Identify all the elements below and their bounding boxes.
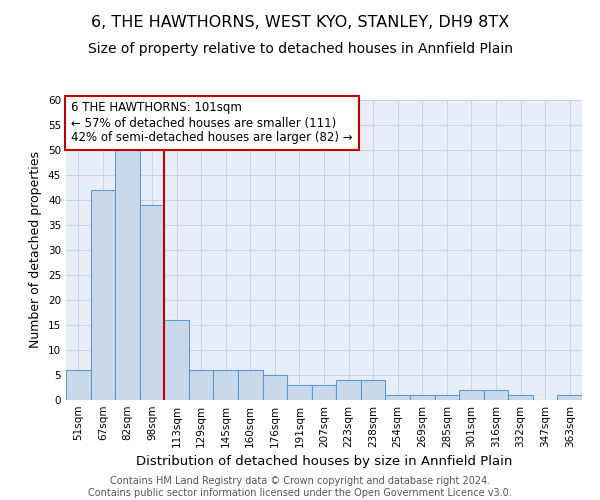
Text: 6 THE HAWTHORNS: 101sqm
← 57% of detached houses are smaller (111)
42% of semi-d: 6 THE HAWTHORNS: 101sqm ← 57% of detache… — [71, 102, 353, 144]
Bar — [434, 395, 459, 400]
Bar — [140, 205, 164, 400]
Text: Size of property relative to detached houses in Annfield Plain: Size of property relative to detached ho… — [88, 42, 512, 56]
Bar — [66, 370, 91, 400]
Bar — [312, 385, 336, 400]
Text: 6, THE HAWTHORNS, WEST KYO, STANLEY, DH9 8TX: 6, THE HAWTHORNS, WEST KYO, STANLEY, DH9… — [91, 15, 509, 30]
Bar — [484, 390, 508, 400]
Bar — [164, 320, 189, 400]
Bar — [361, 380, 385, 400]
Bar — [189, 370, 214, 400]
X-axis label: Distribution of detached houses by size in Annfield Plain: Distribution of detached houses by size … — [136, 456, 512, 468]
Y-axis label: Number of detached properties: Number of detached properties — [29, 152, 43, 348]
Bar — [263, 375, 287, 400]
Bar — [385, 395, 410, 400]
Bar — [336, 380, 361, 400]
Bar — [557, 395, 582, 400]
Text: Contains HM Land Registry data © Crown copyright and database right 2024.
Contai: Contains HM Land Registry data © Crown c… — [88, 476, 512, 498]
Bar — [410, 395, 434, 400]
Bar — [459, 390, 484, 400]
Bar — [287, 385, 312, 400]
Bar — [115, 150, 140, 400]
Bar — [508, 395, 533, 400]
Bar — [91, 190, 115, 400]
Bar — [238, 370, 263, 400]
Bar — [214, 370, 238, 400]
